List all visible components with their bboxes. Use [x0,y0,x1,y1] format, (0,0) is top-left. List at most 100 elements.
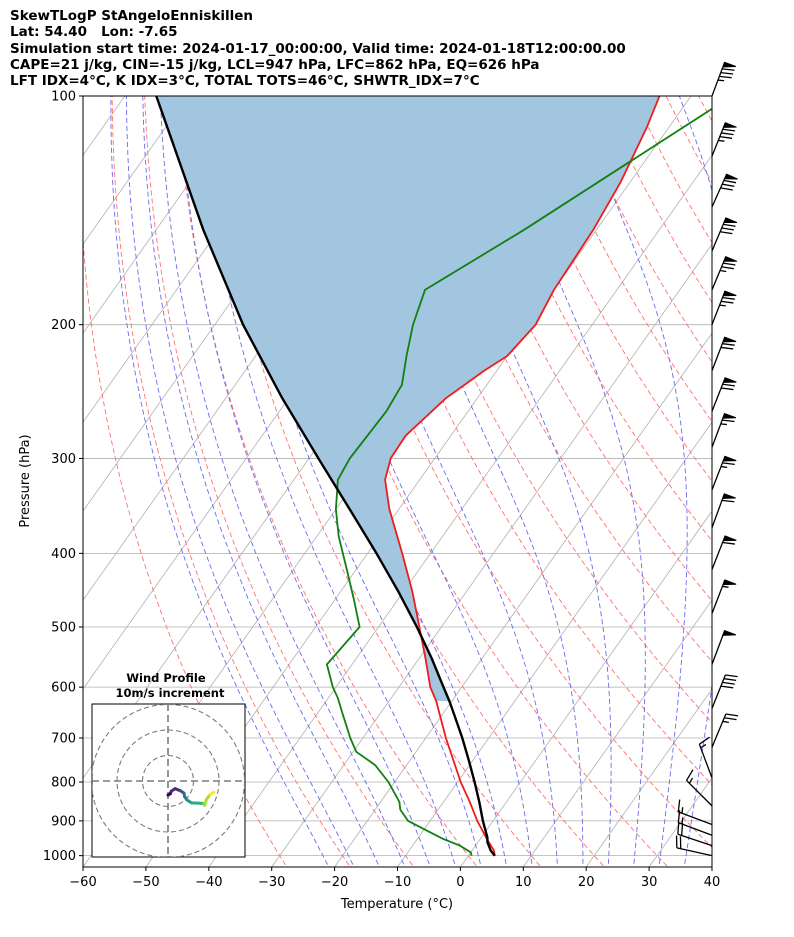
wind-barb [711,412,737,448]
y-tick-label: 300 [51,452,76,467]
chart-header: SkewTLogP StAngeloEnniskillen Lat: 54.40 … [10,8,626,89]
wind-profile-inset: Wind Profile 10m/s increment [91,671,246,858]
dry-adiabat [242,96,606,867]
y-tick-label: 1000 [43,849,76,864]
wind-barb [677,799,713,826]
wind-barb [711,256,738,291]
x-tick-label: 30 [641,875,658,890]
inset-title: Wind Profile [126,671,206,685]
x-tick-label: 40 [704,875,721,890]
dry-adiabat [404,96,712,663]
plot-data [155,96,712,857]
x-tick-label: −50 [132,875,159,890]
isotherm-line [83,96,189,245]
dry-adiabat [144,96,415,867]
moist-adiabat [179,96,431,867]
x-tick-label: 20 [578,875,595,890]
dry-adiabat [764,96,794,872]
wind-barb [711,493,736,528]
isotherm-line [334,332,712,867]
wind-barb [711,377,737,412]
wind-barb [711,630,737,665]
moist-adiabat [200,96,457,867]
isotherm-line [397,421,712,867]
isotherm-line [271,243,712,867]
y-axis-label: Pressure (hPa) [18,434,33,527]
moist-adiabat [125,96,355,867]
x-tick-label: −40 [195,875,222,890]
wind-barb [711,173,738,208]
isotherm-line [711,866,712,867]
moist-adiabat [282,96,533,867]
wind-barb [685,769,713,807]
isotherm-line [648,777,712,867]
moist-adiabat [224,96,482,867]
wind-barb [698,736,713,779]
y-tick-label: 600 [51,681,76,696]
isotherm-line [460,510,712,867]
moist-adiabat [364,96,584,867]
temperature-line [384,96,661,856]
hodograph-segment [208,790,216,797]
time-line: Simulation start time: 2024-01-17_00:00:… [10,40,626,57]
wind-barb [711,713,739,748]
location-line: Lat: 54.40 Lon: -7.65 [10,24,178,41]
wind-barb [677,821,713,847]
dry-adiabat [339,96,712,786]
wind-barb [711,290,737,325]
axes: −60 −50 −40 −30 −20 −10 0 10 20 30 40 100 200 300 400 5… [43,90,720,891]
wind-barb [711,61,737,97]
x-tick-label: −20 [321,875,348,890]
isotherm-line [208,154,712,867]
y-tick-label: 900 [51,814,76,829]
dry-adiabat [209,96,542,867]
dry-adiabat [83,233,288,867]
moist-adiabat [419,96,612,867]
dry-adiabat [176,96,478,867]
y-tick-label: 200 [51,318,76,333]
y-tick-label: 700 [51,731,76,746]
moist-adiabat [142,96,380,867]
wind-barb [711,336,737,372]
inset-ring [92,704,245,857]
y-tick-label: 500 [51,620,76,635]
stability-line: CAPE=21 j/kg, CIN=-15 j/kg, LCL=947 hPa,… [10,56,540,73]
y-tick-label: 100 [51,90,76,105]
wind-barb [711,122,737,157]
inset-content [92,704,245,857]
dry-adiabat [111,96,351,867]
y-tick-label: 800 [51,776,76,791]
cape-area [157,96,661,702]
x-tick-label: 10 [515,875,532,890]
moist-adiabat [159,96,406,867]
moist-adiabat [572,96,688,867]
dry-adiabat [731,96,794,872]
wind-barb [677,810,713,836]
wind-barb [711,579,737,614]
isotherm-line [522,599,712,867]
x-tick-label: −30 [258,875,285,890]
indices-line: LFT IDX=4°C, K IDX=3°C, TOTAL TOTS=46°C,… [10,73,480,90]
moist-adiabat [110,96,330,867]
parcel-path-line [155,96,496,857]
x-tick-label: −60 [69,875,96,890]
wind-barb [675,835,713,857]
moist-adiabat [487,96,646,867]
wind-barbs [675,61,739,857]
wind-barb [711,217,738,252]
wind-barb [711,535,737,570]
y-tick-label: 400 [51,547,76,562]
dry-adiabat [437,96,712,602]
x-tick-label: 0 [456,875,464,890]
isotherm-line [585,688,712,867]
wind-barb [711,674,738,709]
dewpoint-line [325,107,712,856]
dry-adiabat [698,96,712,123]
station-title: SkewTLogP StAngeloEnniskillen [10,8,253,24]
wind-barb [711,455,737,491]
isotherm-line [83,96,252,334]
x-axis-label: Temperature (°C) [340,897,453,912]
dry-adiabat [470,96,712,542]
x-tick-label: −10 [384,875,411,890]
